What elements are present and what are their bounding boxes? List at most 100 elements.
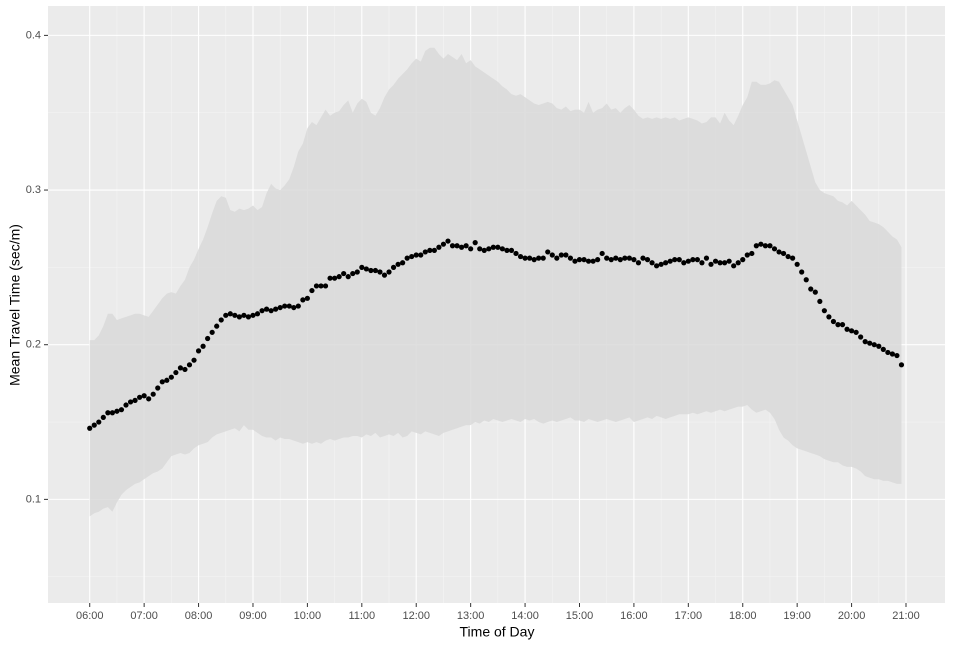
data-point — [209, 329, 215, 335]
data-point — [735, 260, 741, 266]
data-point — [690, 257, 696, 263]
x-tick-label: 18:00 — [729, 610, 757, 622]
data-point — [604, 255, 610, 261]
data-point — [885, 349, 891, 356]
x-tick-label: 09:00 — [239, 610, 267, 622]
data-point — [644, 257, 651, 263]
data-point — [731, 263, 737, 269]
data-point — [87, 425, 93, 431]
data-point — [613, 255, 619, 261]
x-tick-label: 07:00 — [130, 610, 158, 622]
data-point — [363, 266, 369, 272]
data-point — [481, 247, 487, 253]
data-point — [241, 312, 247, 318]
data-point — [821, 308, 827, 314]
data-point — [862, 339, 868, 345]
x-tick-label: 10:00 — [294, 610, 322, 622]
x-tick-label: 16:00 — [620, 610, 648, 622]
data-point — [599, 250, 605, 257]
data-point — [749, 250, 755, 257]
data-point — [694, 257, 700, 263]
data-point — [894, 352, 900, 359]
data-point — [640, 255, 646, 261]
data-point — [545, 249, 551, 255]
data-point — [454, 243, 460, 249]
confidence-band — [89, 47, 902, 517]
data-point — [622, 255, 628, 261]
data-point — [853, 329, 859, 335]
data-point — [744, 252, 750, 258]
x-tick-label: 17:00 — [675, 610, 703, 622]
data-point — [350, 270, 356, 277]
data-point — [858, 334, 864, 340]
data-point — [649, 260, 655, 266]
x-tick-label: 20:00 — [838, 610, 866, 622]
data-point — [214, 323, 220, 329]
data-point — [572, 258, 578, 264]
data-point — [182, 366, 188, 373]
data-point — [830, 318, 837, 325]
data-point — [472, 240, 478, 246]
data-point — [200, 343, 206, 349]
data-point — [563, 252, 569, 258]
data-point — [540, 255, 546, 261]
data-point — [458, 244, 465, 250]
data-point — [318, 283, 324, 289]
data-point — [123, 402, 129, 408]
data-point — [658, 261, 664, 267]
data-point — [495, 244, 501, 250]
data-point — [105, 410, 111, 416]
data-point — [504, 247, 510, 253]
data-point — [767, 243, 773, 249]
data-point — [663, 260, 669, 266]
data-point — [808, 286, 814, 292]
data-point — [817, 298, 823, 305]
data-point — [449, 243, 456, 249]
data-point — [703, 255, 710, 261]
data-point — [345, 274, 351, 280]
x-tick-label: 13:00 — [457, 610, 485, 622]
data-point — [100, 414, 106, 421]
data-point — [835, 322, 841, 328]
data-point — [486, 246, 492, 252]
data-point — [803, 277, 809, 283]
data-point — [685, 258, 691, 264]
data-point — [427, 247, 433, 253]
data-point — [404, 255, 410, 261]
data-point — [359, 264, 365, 270]
data-point — [232, 312, 238, 318]
data-point — [273, 306, 279, 312]
data-point — [595, 257, 601, 263]
x-tick-label: 21:00 — [892, 610, 920, 622]
data-point — [617, 257, 623, 263]
data-point — [150, 391, 156, 397]
data-point — [477, 246, 483, 252]
data-point — [195, 348, 202, 354]
data-point — [250, 312, 256, 318]
data-point — [867, 340, 873, 346]
data-point — [631, 257, 637, 263]
data-point — [871, 342, 877, 348]
data-point — [889, 351, 895, 357]
data-point — [740, 257, 746, 263]
data-point — [259, 308, 265, 314]
data-point — [377, 269, 383, 275]
data-point — [300, 297, 306, 303]
data-point — [309, 287, 315, 294]
data-point — [508, 247, 515, 253]
data-point — [336, 274, 342, 280]
data-point — [549, 252, 555, 258]
data-point — [96, 419, 102, 425]
data-point — [313, 283, 320, 289]
data-point — [223, 312, 229, 318]
data-point — [499, 246, 505, 252]
data-point — [762, 243, 769, 249]
data-point — [354, 269, 360, 275]
data-point — [409, 253, 415, 260]
data-point — [386, 269, 392, 275]
data-point — [390, 264, 397, 270]
data-point — [554, 255, 560, 261]
data-point — [254, 311, 261, 317]
data-point — [717, 260, 723, 266]
data-point — [463, 243, 469, 249]
